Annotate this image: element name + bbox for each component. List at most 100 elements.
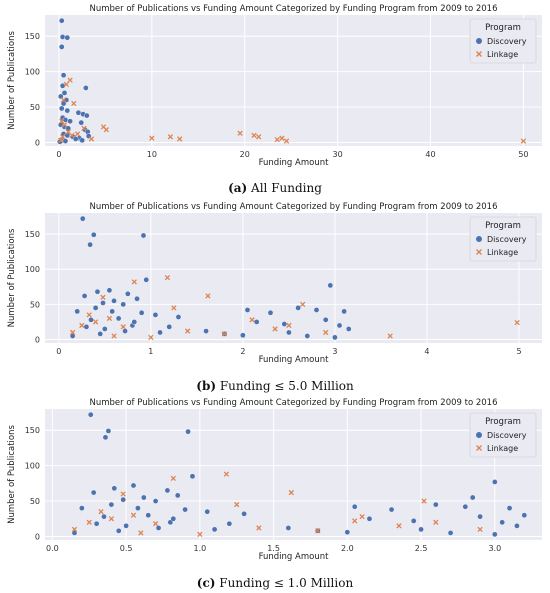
discovery-point	[120, 496, 126, 503]
linkage-point	[111, 333, 117, 339]
discovery-point	[135, 505, 141, 511]
discovery-point	[59, 34, 66, 40]
discovery-point	[492, 479, 498, 485]
y-axis-label: Number of Publications	[7, 228, 17, 327]
x-tick-label: 2.0	[341, 544, 354, 553]
linkage-point	[477, 526, 483, 533]
discovery-point	[189, 473, 196, 480]
y-tick-label: 0	[35, 138, 40, 147]
discovery-point	[90, 231, 97, 238]
linkage-point	[88, 136, 95, 142]
linkage-point	[171, 305, 177, 311]
legend-title: Program	[485, 417, 521, 427]
linkage-point	[74, 131, 81, 137]
linkage-point	[86, 519, 92, 525]
legend-discovery-label: Discovery	[487, 431, 527, 440]
discovery-point	[97, 331, 104, 337]
discovery-point	[506, 505, 513, 511]
scatter-chart-a: 0 10 20 30 40 50 0 50 100 150 Number of Publicatio…	[7, 4, 542, 168]
discovery-point	[84, 112, 90, 119]
discovery-point	[281, 321, 288, 327]
linkage-point	[92, 319, 99, 325]
plot-area	[45, 213, 542, 343]
linkage-point	[387, 333, 393, 339]
discovery-point	[115, 315, 122, 322]
legend-linkage-marker	[476, 249, 482, 255]
discovery-point	[514, 523, 520, 529]
discovery-point	[410, 518, 417, 524]
x-axis-label: Funding Amount	[259, 158, 330, 168]
linkage-point	[272, 326, 278, 332]
chart-panel-a: 0 10 20 30 40 50 0 50 100 150 Number of Publicatio…	[0, 0, 550, 178]
discovery-point	[182, 506, 188, 513]
caption-b: (b) Funding ≤ 5.0 Million	[0, 379, 550, 393]
discovery-point	[304, 333, 311, 339]
linkage-point	[237, 130, 243, 136]
discovery-point	[58, 44, 65, 50]
linkage-point	[177, 136, 183, 142]
discovery-point	[60, 72, 67, 78]
linkage-point	[103, 127, 109, 133]
legend-discovery-label: Discovery	[487, 235, 527, 244]
linkage-point	[67, 77, 73, 83]
discovery-point	[170, 515, 177, 522]
linkage-point	[359, 513, 365, 520]
linkage-point	[69, 329, 76, 336]
discovery-point	[62, 138, 69, 144]
discovery-point	[286, 329, 292, 336]
linkage-point	[433, 519, 439, 525]
linkage-point	[130, 512, 137, 518]
y-tick-label: 150	[25, 426, 40, 435]
discovery-point	[164, 487, 171, 494]
linkage-point	[286, 322, 292, 329]
chart-panel-c: 0.0 0.5 1.0 1.5 2.0 2.5 3.0 0 50 100 150 Number of …	[0, 394, 550, 572]
legend-box	[469, 412, 537, 458]
linkage-point	[108, 516, 115, 522]
discovery-point	[101, 513, 107, 520]
linkage-point	[279, 135, 285, 141]
y-tick-label: 50	[30, 300, 40, 309]
x-tick-label: 30	[333, 150, 343, 159]
discovery-point	[109, 308, 115, 315]
discovery-point	[477, 513, 483, 520]
y-tick-label: 0	[35, 335, 40, 344]
discovery-point	[152, 498, 159, 504]
linkage-point	[100, 294, 106, 300]
y-tick-label: 150	[25, 230, 40, 239]
x-tick-label: 0.5	[120, 544, 133, 553]
discovery-point	[67, 118, 73, 125]
discovery-point	[336, 322, 343, 329]
caption-c: (c) Funding ≤ 1.0 Million	[0, 576, 550, 590]
linkage-point	[61, 122, 68, 128]
discovery-point	[332, 334, 338, 341]
discovery-point	[106, 287, 113, 294]
discovery-point	[143, 276, 150, 283]
discovery-point	[64, 107, 71, 114]
linkage-point	[283, 138, 290, 144]
chart-title: Number of Publications vs Funding Amount…	[90, 398, 498, 408]
discovery-point	[71, 530, 78, 536]
caption-a: (a) All Funding	[0, 181, 550, 195]
discovery-point	[418, 526, 424, 533]
discovery-point	[313, 307, 320, 313]
discovery-point	[240, 332, 246, 339]
legend-discovery-label: Discovery	[487, 37, 527, 46]
y-tick-label: 100	[25, 68, 40, 77]
discovery-point	[90, 489, 97, 496]
discovery-point	[344, 529, 351, 536]
linkage-point	[63, 81, 70, 88]
discovery-point	[93, 520, 100, 527]
legend-linkage-marker	[476, 445, 482, 451]
linkage-point	[148, 334, 154, 341]
linkage-point	[520, 138, 527, 144]
discovery-point	[351, 503, 358, 510]
legend-box	[469, 216, 537, 262]
linkage-point	[323, 329, 329, 336]
linkage-point	[79, 322, 85, 329]
discovery-point	[226, 520, 233, 527]
plot-area	[45, 409, 542, 540]
linkage-point	[197, 531, 203, 537]
x-tick-label: 2	[240, 347, 245, 356]
y-tick-label: 50	[30, 497, 40, 506]
